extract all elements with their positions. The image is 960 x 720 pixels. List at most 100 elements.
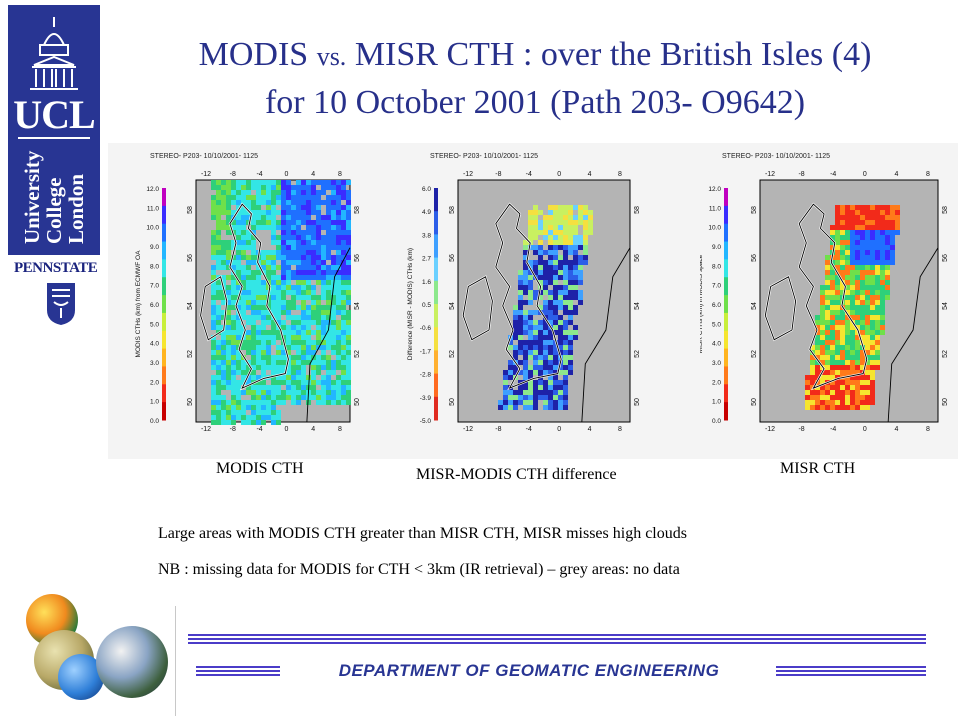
lon-tick-label: -4: [256, 171, 262, 178]
map-data: [805, 205, 900, 410]
ucl-line-3: London: [64, 173, 88, 244]
ucl-logo: UCL University College London: [8, 5, 100, 255]
lat-tick-label: 58: [942, 206, 949, 214]
department-name: DEPARTMENT OF GEOMATIC ENGINEERING: [338, 661, 720, 680]
colorbar-segment: [724, 402, 728, 421]
lon-tick-label: -4: [526, 426, 532, 433]
lat-tick-label: 52: [634, 350, 641, 358]
colorbar-tick-label: 10.0: [708, 225, 721, 232]
pennstate-wordmark: PENNSTATE: [14, 260, 98, 276]
colorbar-segment: [724, 312, 728, 332]
colorbar-tick-label: 1.6: [422, 279, 431, 286]
lat-tick-label: 56: [751, 254, 758, 262]
lat-tick-label: 50: [449, 398, 456, 406]
colorbar-segment: [162, 312, 166, 332]
globes-logo: [20, 590, 180, 715]
lon-tick-label: 0: [863, 426, 867, 433]
colorbar-segment: [724, 366, 728, 385]
caption-modis: MODIS CTH: [216, 460, 304, 477]
lon-tick-label: 0: [557, 426, 561, 433]
panel-header: STEREO- P203- 10/10/2001- 1125: [430, 153, 538, 160]
caption-difference: MISR-MODIS CTH difference: [416, 466, 617, 483]
lon-tick-label: 4: [894, 426, 898, 433]
colorbar-tick-label: 1.0: [712, 399, 721, 406]
colorbar-segment: [434, 304, 438, 328]
colorbar-tick-label: 4.0: [712, 341, 721, 348]
colorbar-segment: [724, 330, 728, 350]
colorbar-tick-label: 6.0: [150, 302, 159, 309]
colorbar-tick-label: 11.0: [147, 205, 160, 212]
colorbar-label: MISR CTHs (km) in MODIS space: [700, 254, 704, 353]
colorbar-segment: [162, 241, 166, 260]
colorbar-tick-label: -1.7: [420, 348, 432, 355]
colorbar-segment: [162, 402, 166, 421]
colorbar-tick-label: 4.9: [422, 209, 431, 216]
panel-header: STEREO- P203- 10/10/2001- 1125: [722, 153, 830, 160]
lon-tick-label: 4: [588, 171, 592, 178]
coastline-europe: [306, 247, 351, 423]
colorbar-tick-label: 9.0: [150, 244, 159, 251]
colorbar-tick-label: 9.0: [712, 244, 721, 251]
panel-header: STEREO- P203- 10/10/2001- 1125: [150, 153, 258, 160]
ucl-logo-rule: [18, 137, 90, 139]
misr-cth-map: STEREO- P203- 10/10/2001- 1125 12.0 11.0 10…: [700, 153, 949, 433]
lat-tick-label: 52: [942, 350, 949, 358]
colorbar-segment: [162, 223, 166, 243]
lon-tick-label: -8: [230, 426, 236, 433]
map-data: [498, 205, 593, 410]
lat-tick-label: 52: [751, 350, 758, 358]
lat-tick-label: 52: [354, 350, 361, 358]
caption-misr: MISR CTH: [780, 460, 856, 477]
lon-tick-label: -4: [256, 426, 262, 433]
colorbar-tick-label: 11.0: [709, 205, 722, 212]
lon-tick-label: 4: [588, 426, 592, 433]
colorbar-tick-label: 3.0: [150, 360, 159, 367]
colorbar-segment: [162, 295, 166, 314]
coastline-europe: [887, 247, 939, 423]
colorbar-tick-label: 12.0: [146, 186, 159, 193]
lat-tick-label: 56: [634, 254, 641, 262]
colorbar-tick-label: -5.0: [420, 418, 432, 425]
colorbar-segment: [434, 257, 438, 282]
lat-tick-label: 54: [751, 302, 758, 310]
ucl-line-2: College: [42, 177, 66, 244]
colorbar-segment: [162, 384, 166, 403]
colorbar-tick-label: 8.0: [150, 263, 159, 270]
lon-tick-label: 0: [284, 171, 288, 178]
colorbar-tick-label: 3.0: [712, 360, 721, 367]
colorbar-tick-label: 12.0: [708, 186, 721, 193]
title-line-1: MODIS vs. MISR CTH : over the British Is…: [198, 36, 872, 73]
colorbar-tick-label: 2.0: [150, 379, 159, 386]
colorbar-segment: [724, 223, 728, 243]
lon-tick-label: -12: [765, 426, 775, 433]
footer-rule-upper: [188, 634, 926, 644]
colorbar-segment: [434, 234, 438, 259]
lat-tick-label: 58: [449, 206, 456, 214]
title-line-2: for 10 October 2001 (Path 203- O9642): [264, 84, 806, 121]
globe-icon-4: [96, 626, 168, 698]
lat-tick-label: 56: [187, 254, 194, 262]
colorbar-segment: [162, 366, 166, 385]
lat-tick-label: 52: [187, 350, 194, 358]
footer-divider: [175, 606, 176, 716]
colorbar-segment: [434, 396, 438, 421]
lon-tick-label: 8: [618, 426, 622, 433]
lon-tick-label: -8: [495, 426, 501, 433]
colorbar-segment: [162, 188, 166, 207]
coastline-europe: [581, 247, 631, 423]
colorbar-tick-label: 4.0: [150, 341, 159, 348]
lat-tick-label: 56: [942, 254, 949, 262]
lon-tick-label: 0: [863, 171, 867, 178]
lat-tick-label: 50: [187, 398, 194, 406]
colorbar-segment: [162, 259, 166, 278]
lon-tick-label: -4: [830, 171, 836, 178]
colorbar-segment: [162, 330, 166, 350]
lon-tick-label: -12: [765, 171, 775, 178]
colorbar-tick-label: 2.7: [422, 256, 431, 263]
colorbar-label: Difference (MISR - MODIS) CTHs (km): [407, 248, 414, 360]
lat-tick-label: 50: [942, 398, 949, 406]
colorbar-segment: [434, 373, 438, 398]
lat-tick-label: 58: [751, 206, 758, 214]
colorbar-label: MODIS CTHs (km) from ECMWF OA: [135, 250, 142, 358]
lon-tick-label: -8: [798, 426, 804, 433]
